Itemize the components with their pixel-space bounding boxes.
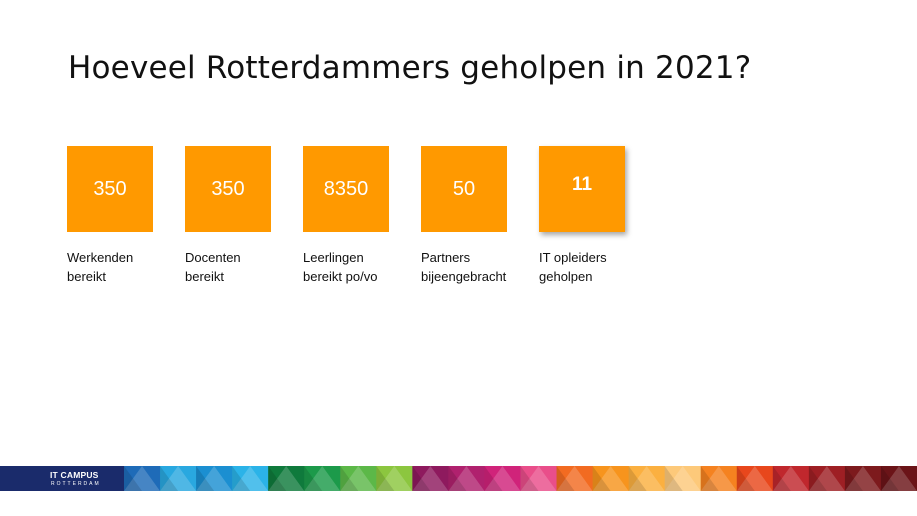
band-segment (772, 466, 810, 491)
stat-label: Docenten bereikt (185, 250, 241, 284)
band-segment (268, 466, 305, 491)
stat-box: 350 (67, 146, 153, 232)
stat-box: 8350 (303, 146, 389, 232)
stat-value: 350 (93, 177, 127, 200)
band-triangle-shade (160, 466, 179, 491)
footer-color-band: IT CAMPUS ROTTERDAM (0, 466, 917, 491)
band-triangle-shade (304, 466, 323, 491)
triangle-pattern (0, 466, 917, 491)
band-triangle-up (376, 466, 413, 491)
band-triangle-up (880, 466, 917, 491)
band-segment (232, 466, 269, 491)
band-triangle-up (196, 466, 233, 491)
band-segment (880, 466, 917, 491)
band-triangle-shade (880, 466, 899, 491)
band-triangle-up (772, 466, 809, 491)
stat-label: Leerlingen bereikt po/vo (303, 250, 378, 284)
band-triangle-up (340, 466, 377, 491)
band-triangle-shade (592, 466, 611, 491)
band-triangle-shade (124, 466, 143, 491)
band-triangle-shade (448, 466, 467, 491)
band-segment (412, 466, 449, 491)
band-triangle-shade (664, 466, 683, 491)
band-segment (340, 466, 377, 491)
stat-docenten: 350 Docenten bereikt (185, 146, 315, 286)
band-triangle-up (304, 466, 341, 491)
band-triangle-shade (556, 466, 575, 491)
band-triangle-up (808, 466, 845, 491)
band-triangle-up (736, 466, 773, 491)
band-segment (700, 466, 738, 491)
stat-box: 11 (539, 146, 625, 232)
band-segment (160, 466, 197, 491)
stat-value: 8350 (323, 177, 369, 200)
band-segment (304, 466, 341, 491)
band-triangle-up (412, 466, 449, 491)
band-triangle-shade (808, 466, 827, 491)
band-segment (736, 466, 774, 491)
band-segment (556, 466, 594, 491)
band-triangle-up (520, 466, 557, 491)
band-segment (196, 466, 233, 491)
band-segment (124, 466, 161, 491)
band-triangle-up (448, 466, 485, 491)
band-segment (448, 466, 485, 491)
band-segment (664, 466, 702, 491)
logo-main-text: IT CAMPUS (50, 470, 99, 480)
it-campus-logo: IT CAMPUS ROTTERDAM (0, 466, 124, 491)
logo-sub-text: ROTTERDAM (51, 481, 101, 487)
band-triangle-up (124, 466, 161, 491)
band-triangle-shade (736, 466, 755, 491)
band-segment (808, 466, 846, 491)
stat-value: 50 (452, 177, 476, 200)
band-segment (520, 466, 558, 491)
band-triangle-shade (520, 466, 539, 491)
stat-box: 50 (421, 146, 507, 232)
band-segment (592, 466, 630, 491)
band-triangle-up (268, 466, 305, 491)
stat-label: IT opleiders geholpen (539, 250, 607, 284)
band-segment (484, 466, 521, 491)
slide-title: Hoeveel Rotterdammers geholpen in 2021? (68, 50, 752, 86)
band-segment (376, 466, 413, 491)
band-triangle-up (844, 466, 881, 491)
band-segment (628, 466, 666, 491)
band-triangle-shade (628, 466, 647, 491)
band-triangle-up (700, 466, 737, 491)
band-triangle-up (556, 466, 593, 491)
stat-label: Partners bijeengebracht (421, 250, 507, 284)
band-triangle-shade (196, 466, 215, 491)
band-triangle-shade (412, 466, 431, 491)
band-triangle-up (664, 466, 701, 491)
band-triangle-up (592, 466, 629, 491)
stat-box: 350 (185, 146, 271, 232)
stat-werkenden: 350 Werkenden bereikt (67, 146, 197, 286)
band-triangle-up (484, 466, 521, 491)
band-triangle-up (628, 466, 665, 491)
stat-it-opleiders: 11 IT opleiders geholpen (539, 146, 669, 286)
band-triangle-shade (268, 466, 287, 491)
stat-leerlingen: 8350 Leerlingen bereikt po/vo (303, 146, 433, 286)
band-triangle-shade (232, 466, 251, 491)
band-triangle-shade (484, 466, 503, 491)
band-triangle-shade (844, 466, 863, 491)
stat-value: 350 (211, 177, 245, 200)
band-triangle-shade (772, 466, 791, 491)
stat-value: 11 (571, 174, 593, 195)
band-segment (844, 466, 882, 491)
band-triangle-shade (340, 466, 359, 491)
band-triangle-up (160, 466, 197, 491)
band-triangle-shade (376, 466, 395, 491)
band-triangle-shade (700, 466, 719, 491)
band-triangle-up (232, 466, 269, 491)
stat-label: Werkenden bereikt (67, 250, 134, 284)
stat-partners: 50 Partners bijeengebracht (421, 146, 551, 286)
